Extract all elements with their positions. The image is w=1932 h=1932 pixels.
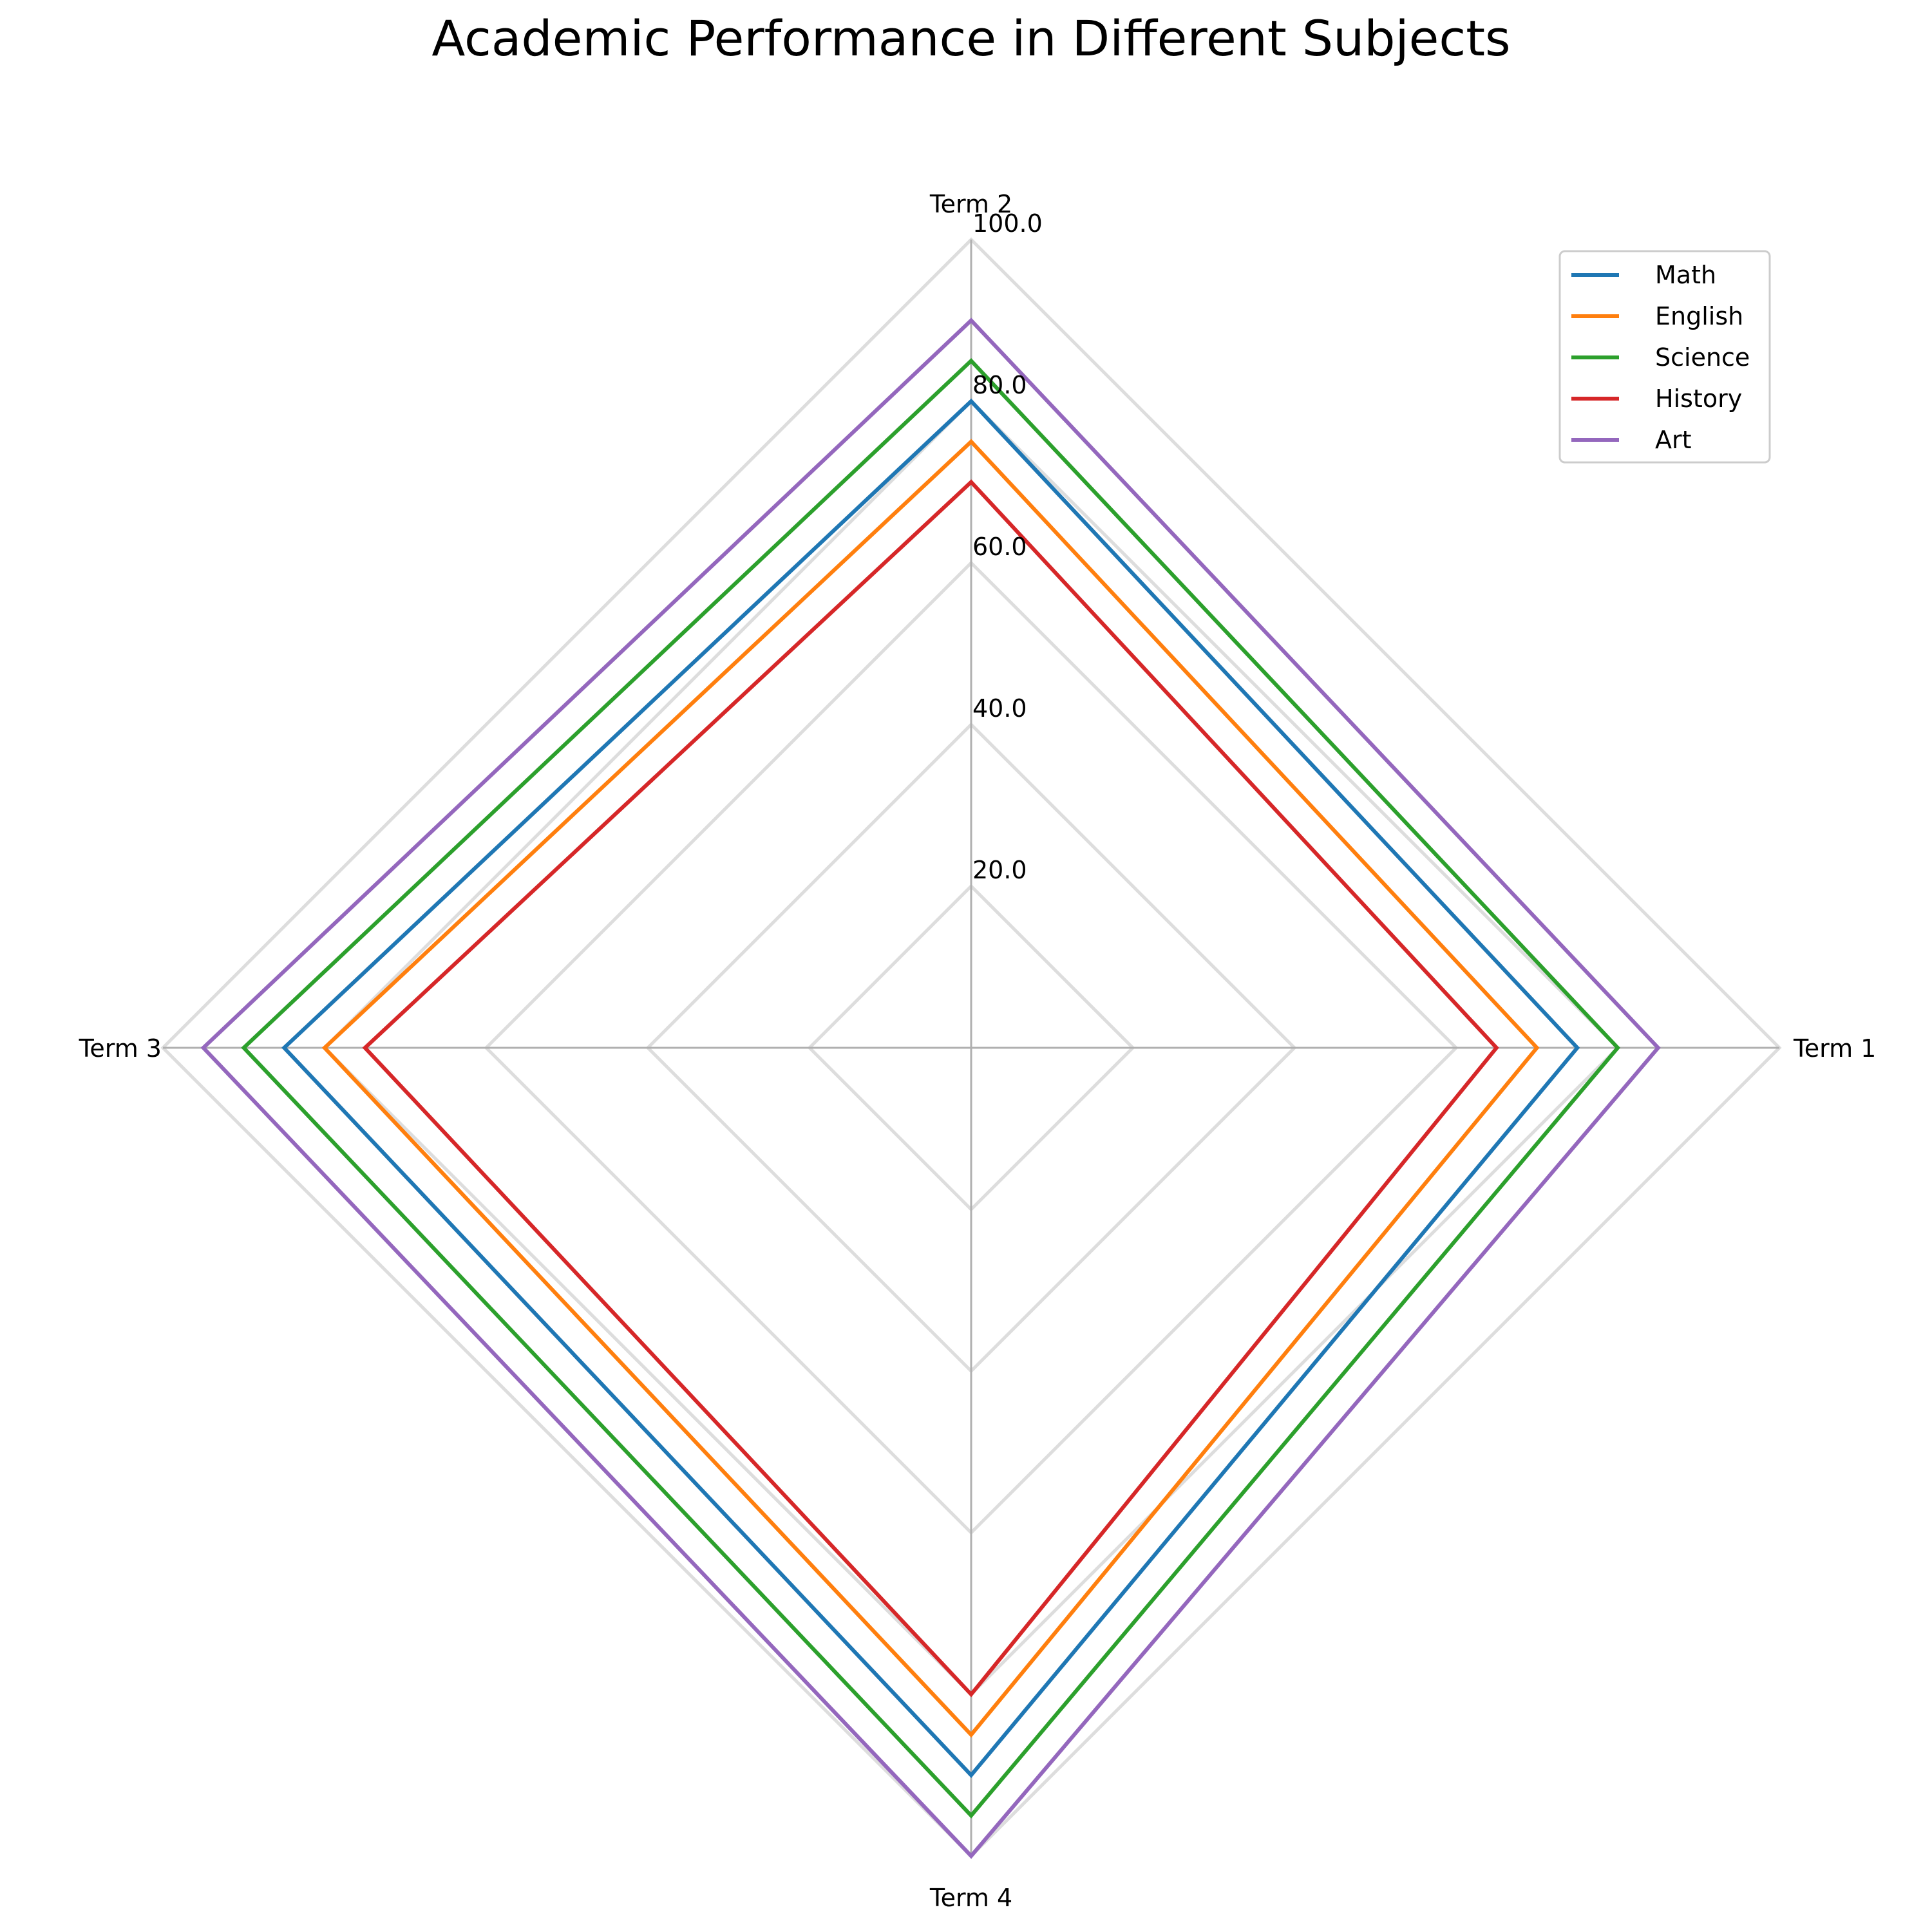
legend-label-science: Science (1655, 343, 1750, 372)
legend-label-art: Art (1655, 426, 1692, 454)
series-line-history (362, 479, 1499, 1698)
legend: Math English Science History Art (1558, 250, 1771, 464)
axis-label-term-2: Term 2 (929, 190, 1012, 218)
axis-label-term-4: Term 4 (929, 1884, 1012, 1912)
axis-labels-layer: Term 1 Term 2 Term 3 Term 4 (79, 190, 1877, 1912)
axis-label-term-1: Term 1 (1793, 1034, 1876, 1063)
r-tick-label: 60.0 (972, 533, 1027, 561)
r-tick-label: 80.0 (972, 371, 1027, 399)
r-tick-label: 40.0 (972, 694, 1027, 723)
r-tick-label: 100.0 (972, 209, 1043, 238)
series-layer (200, 317, 1661, 1859)
legend-label-math: Math (1655, 261, 1716, 289)
legend-frame (1558, 250, 1771, 464)
legend-label-history: History (1655, 384, 1742, 413)
series-line-english (321, 439, 1540, 1738)
spokes-layer (163, 240, 1779, 1856)
series-line-math (281, 398, 1580, 1779)
series-line-art (200, 317, 1661, 1859)
tick-labels-layer: 20.0 40.0 60.0 80.0 100.0 (972, 209, 1043, 884)
r-tick-label: 20.0 (972, 856, 1027, 884)
axis-label-term-3: Term 3 (79, 1034, 162, 1063)
series-line-science (241, 358, 1621, 1819)
chart-title: Academic Performance in Different Subjec… (431, 10, 1510, 67)
legend-label-english: English (1655, 302, 1743, 330)
